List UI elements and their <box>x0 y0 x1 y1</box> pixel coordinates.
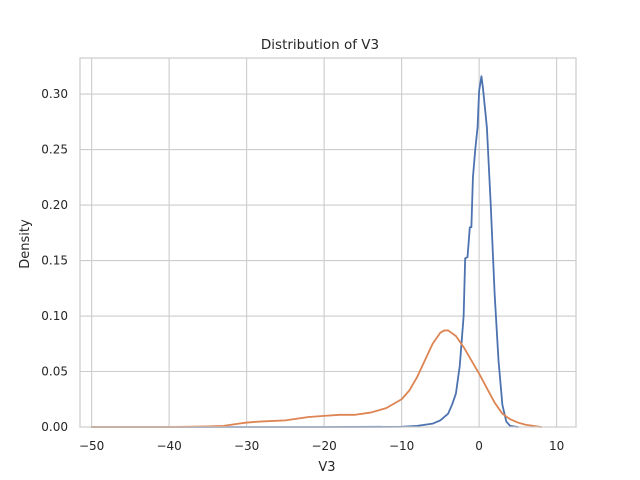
x-tick-label: −40 <box>156 439 181 453</box>
grid-lines <box>80 58 576 428</box>
y-tick-label: 0.20 <box>41 198 68 212</box>
x-tick-label: −30 <box>234 439 259 453</box>
plot-frame <box>79 57 577 428</box>
x-tick-label: −50 <box>79 439 104 453</box>
x-tick-label: 10 <box>549 439 564 453</box>
y-tick-label: 0.25 <box>41 143 68 157</box>
y-tick-label: 0.05 <box>41 365 68 379</box>
x-tick-label: −20 <box>311 439 336 453</box>
tick-labels: −50 −40 −30 −20 −10 0 10 0.00 0.05 0.10 0.15 0.20 0.… <box>41 87 564 453</box>
y-tick-label: 0.15 <box>41 254 68 268</box>
axes-frame <box>79 57 577 428</box>
y-tick-label: 0.30 <box>41 87 68 101</box>
series-lines <box>90 75 543 428</box>
x-axis-label: V3 <box>318 460 335 475</box>
x-tick-label: −10 <box>389 439 414 453</box>
density-line-series-1 <box>90 329 543 428</box>
x-tick-label: 0 <box>475 439 483 453</box>
density-line-series-0 <box>90 75 519 428</box>
y-axis-label: Density <box>18 219 33 269</box>
chart-title: Distribution of V3 <box>261 37 379 53</box>
y-tick-label: 0.00 <box>41 420 68 434</box>
y-tick-label: 0.10 <box>41 309 68 323</box>
